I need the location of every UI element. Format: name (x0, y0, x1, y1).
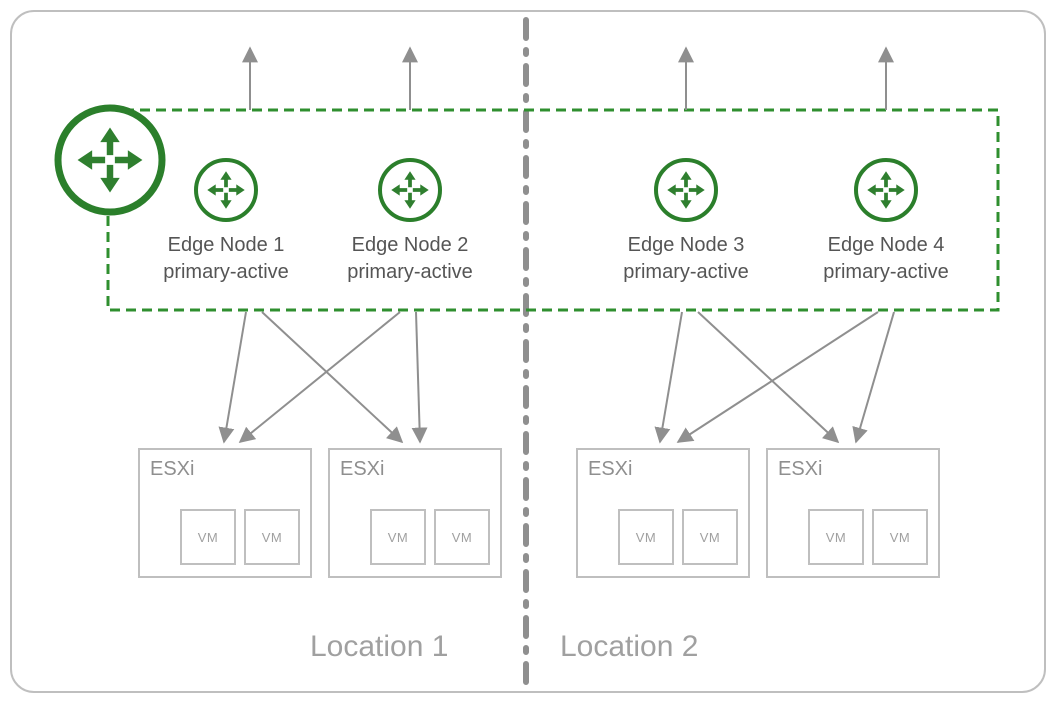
vm-box: VM (180, 509, 236, 565)
esxi-label: ESXi (150, 458, 300, 481)
edge-node-label: Edge Node 3primary-active (601, 232, 771, 286)
location-label: Location 2 (560, 630, 698, 664)
esxi-host: ESXi VMVM (766, 448, 940, 578)
location-label: Location 1 (310, 630, 448, 664)
edge-node-title: Edge Node 3 (601, 232, 771, 259)
vm-box: VM (370, 509, 426, 565)
esxi-label: ESXi (340, 458, 490, 481)
vm-box: VM (808, 509, 864, 565)
edge-node-label: Edge Node 1primary-active (141, 232, 311, 286)
vm-row: VMVM (150, 509, 300, 565)
vm-box: VM (434, 509, 490, 565)
edge-node-label: Edge Node 2primary-active (325, 232, 495, 286)
edge-node-subtitle: primary-active (601, 259, 771, 286)
vm-box: VM (872, 509, 928, 565)
edge-node-title: Edge Node 4 (801, 232, 971, 259)
edge-node-title: Edge Node 2 (325, 232, 495, 259)
edge-node-label: Edge Node 4primary-active (801, 232, 971, 286)
vm-box: VM (682, 509, 738, 565)
edge-node-subtitle: primary-active (325, 259, 495, 286)
vm-row: VMVM (778, 509, 928, 565)
vm-row: VMVM (340, 509, 490, 565)
vm-box: VM (244, 509, 300, 565)
edge-node-title: Edge Node 1 (141, 232, 311, 259)
esxi-label: ESXi (588, 458, 738, 481)
esxi-label: ESXi (778, 458, 928, 481)
esxi-host: ESXi VMVM (328, 448, 502, 578)
edge-node-subtitle: primary-active (141, 259, 311, 286)
esxi-host: ESXi VMVM (138, 448, 312, 578)
edge-node-subtitle: primary-active (801, 259, 971, 286)
esxi-host: ESXi VMVM (576, 448, 750, 578)
vm-row: VMVM (588, 509, 738, 565)
vm-box: VM (618, 509, 674, 565)
diagram-frame (10, 10, 1046, 693)
